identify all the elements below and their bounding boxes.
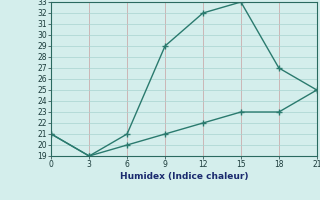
X-axis label: Humidex (Indice chaleur): Humidex (Indice chaleur) [120,172,248,181]
